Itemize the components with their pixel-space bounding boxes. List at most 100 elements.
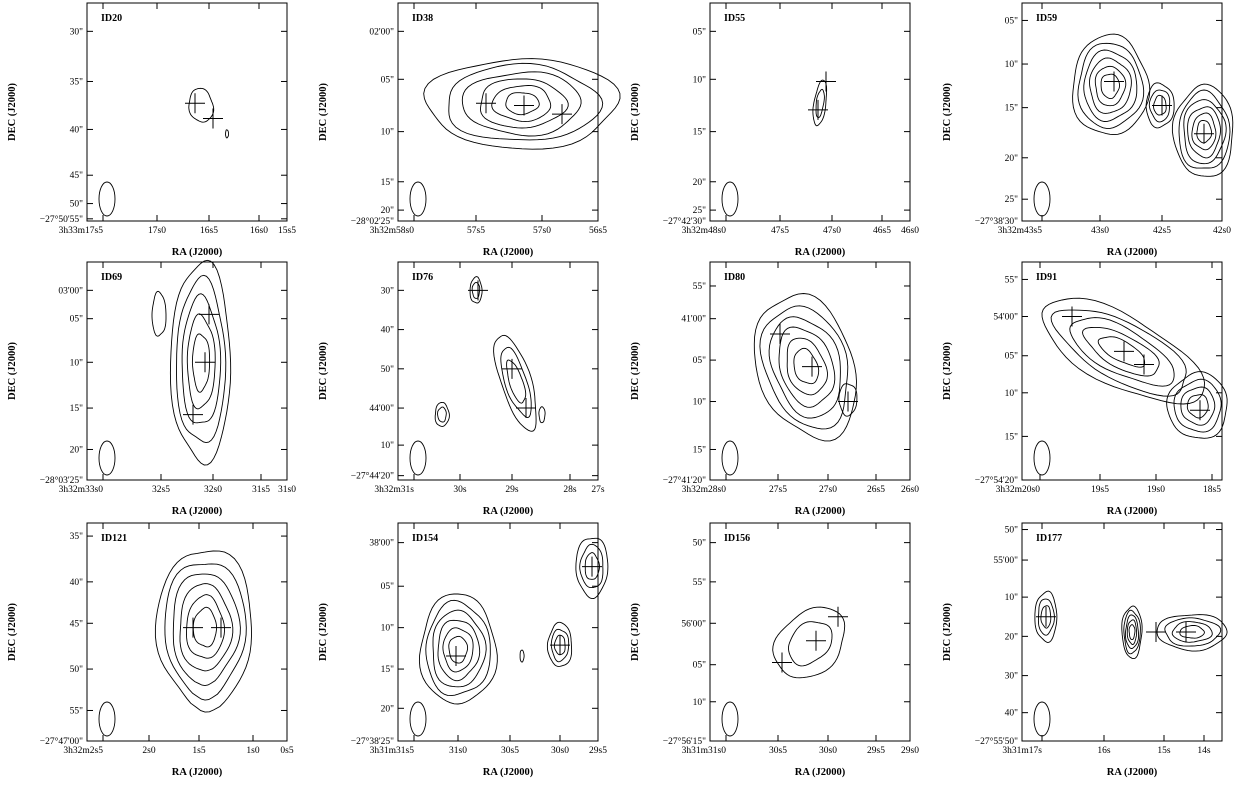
contour-line bbox=[1180, 386, 1216, 426]
panel-id-label: ID154 bbox=[412, 533, 438, 544]
beam-ellipse bbox=[1033, 181, 1051, 217]
y-tick-label: 10" bbox=[1005, 60, 1019, 70]
contour-line bbox=[461, 71, 582, 137]
panel-svg: ID38 3h32m58s0 57s5 57s0 56s5 02'00" 05" 10" 15"… bbox=[318, 2, 621, 258]
contour-line bbox=[186, 313, 216, 410]
x-tick-label: 56s5 bbox=[589, 226, 607, 236]
y-tick-label: −27°56'15" bbox=[663, 736, 706, 747]
y-tick-label: 40" bbox=[1005, 709, 1019, 719]
y-tick-label: 30" bbox=[1005, 672, 1019, 682]
y-tick-label: 15" bbox=[693, 445, 707, 455]
plot-frame bbox=[1021, 522, 1223, 742]
y-axis-label: DEC (J2000) bbox=[318, 341, 329, 400]
contour-panel-id91: ID91 3h32m20s0 19s5 19s0 18s5 55" 54'00" 05" 10"… bbox=[937, 261, 1228, 520]
y-tick-label: −28°02'25" bbox=[351, 216, 394, 227]
panel-svg: ID76 3h32m31s 30s 29s 28s 27s 30" 40" 50" 44'00" 1… bbox=[318, 261, 605, 517]
y-tick-label: 10" bbox=[381, 128, 395, 138]
x-tick-label: 3h32m33s0 bbox=[59, 485, 104, 495]
contour-line bbox=[191, 333, 211, 393]
contour-panel-id76: ID76 3h32m31s 30s 29s 28s 27s 30" 40" 50" 44'00" 1… bbox=[313, 261, 605, 520]
y-tick-label: 05" bbox=[693, 661, 707, 671]
contour-line bbox=[1094, 65, 1127, 107]
x-tick-label: 3h33m17s5 bbox=[59, 226, 104, 236]
beam-ellipse bbox=[98, 181, 116, 217]
contour-line bbox=[164, 563, 247, 701]
x-tick-label: 18s5 bbox=[1203, 485, 1221, 495]
y-tick-label: 10" bbox=[693, 698, 707, 708]
y-tick-label: 10" bbox=[1005, 389, 1019, 399]
y-tick-label: 20" bbox=[1005, 632, 1019, 642]
y-tick-label: 05" bbox=[1005, 352, 1019, 362]
x-tick-label: 3h32m2s5 bbox=[63, 746, 103, 756]
beam-ellipse bbox=[721, 181, 739, 217]
source-marker bbox=[1104, 71, 1124, 92]
panel-svg: ID59 3h32m43s5 43s0 42s5 42s0 05" 10" 15" 20" 25"… bbox=[942, 2, 1234, 258]
contour-line bbox=[788, 621, 833, 667]
contour-line bbox=[1082, 326, 1160, 377]
contour-line bbox=[1034, 590, 1058, 643]
x-axis-label: RA (J2000) bbox=[172, 506, 223, 517]
source-marker bbox=[211, 617, 231, 638]
contour-line bbox=[786, 337, 828, 396]
panel-id-label: ID80 bbox=[724, 272, 745, 283]
source-marker bbox=[199, 304, 219, 325]
contour-line bbox=[1178, 89, 1231, 169]
source-marker bbox=[816, 71, 836, 92]
x-tick-label: 27s bbox=[591, 485, 605, 495]
contour-line bbox=[575, 537, 609, 600]
x-tick-label: 46s5 bbox=[873, 226, 891, 236]
y-tick-label: 10" bbox=[1005, 593, 1019, 603]
x-tick-label: 3h32m20s0 bbox=[996, 485, 1041, 495]
x-tick-label: 3h31m17s bbox=[1002, 746, 1042, 756]
contour-line bbox=[838, 383, 858, 417]
contour-line bbox=[506, 359, 527, 404]
contour-line bbox=[1166, 371, 1228, 439]
contour-panel-id69: ID69 3h32m33s0 32s5 32s0 31s5 31s0 03'00" 05" 10… bbox=[2, 259, 296, 520]
x-tick-label: 27s0 bbox=[819, 485, 837, 495]
source-marker bbox=[185, 93, 205, 114]
x-tick-label: 15s bbox=[1157, 746, 1171, 756]
y-tick-label: 25" bbox=[693, 206, 707, 216]
contour-line bbox=[1097, 336, 1146, 368]
source-marker bbox=[1146, 622, 1166, 642]
plot-frame bbox=[709, 2, 911, 222]
y-tick-label: 15" bbox=[70, 404, 84, 414]
contour-line bbox=[437, 406, 447, 423]
plot-frame bbox=[397, 522, 599, 742]
contour-line bbox=[448, 62, 604, 141]
contour-line bbox=[759, 305, 849, 430]
contour-line bbox=[437, 619, 481, 682]
contour-line bbox=[1121, 605, 1143, 660]
contour-line bbox=[425, 599, 491, 697]
x-tick-label: 57s0 bbox=[533, 226, 551, 236]
y-tick-label: 05" bbox=[693, 356, 707, 366]
y-tick-label: −28°03'25" bbox=[40, 475, 83, 486]
plot-frame bbox=[1021, 2, 1223, 222]
y-axis-label: DEC (J2000) bbox=[7, 341, 18, 400]
contour-line bbox=[1191, 112, 1217, 151]
source-marker bbox=[1190, 400, 1210, 421]
contour-line bbox=[181, 293, 222, 424]
contour-line bbox=[815, 88, 825, 118]
x-tick-label: 19s0 bbox=[1147, 485, 1165, 495]
contour-line bbox=[793, 347, 820, 385]
plot-frame bbox=[86, 522, 288, 742]
x-tick-label: 16s bbox=[1097, 746, 1111, 756]
source-marker bbox=[1152, 95, 1172, 116]
y-tick-label: −27°54'20" bbox=[975, 475, 1018, 486]
contour-line bbox=[1173, 378, 1222, 433]
x-tick-label: 0s5 bbox=[280, 746, 293, 756]
panel-id-label: ID177 bbox=[1036, 533, 1062, 544]
x-axis-label: RA (J2000) bbox=[795, 247, 846, 258]
contour-line bbox=[505, 92, 540, 116]
contour-line bbox=[772, 606, 846, 679]
x-tick-label: 57s5 bbox=[467, 226, 485, 236]
plot-frame bbox=[397, 261, 599, 481]
beam-ellipse bbox=[98, 440, 116, 476]
y-tick-label: 45" bbox=[70, 619, 84, 629]
source-marker bbox=[772, 652, 792, 673]
y-tick-label: −27°42'30" bbox=[663, 216, 706, 227]
y-tick-label: 30" bbox=[70, 27, 84, 37]
source-marker bbox=[1194, 123, 1214, 144]
contour-line bbox=[1128, 624, 1136, 640]
